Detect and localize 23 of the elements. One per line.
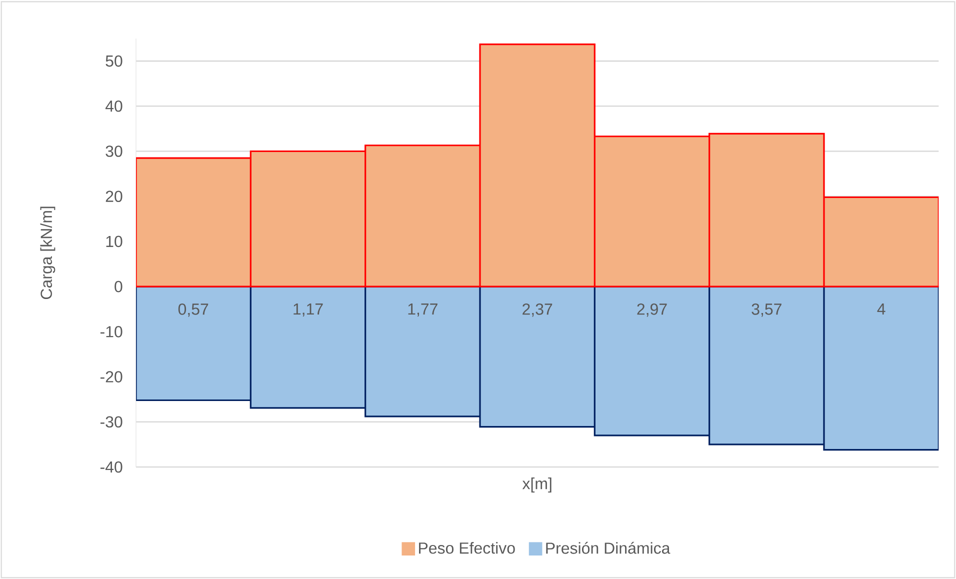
- x-tick-label: 0,57: [178, 304, 208, 317]
- legend-label: Presión Dinámica: [546, 542, 670, 554]
- x-tick-label: 1,17: [294, 304, 323, 317]
- x-tick-label: 3,57: [752, 304, 782, 317]
- x-axis-title: x[m]: [522, 478, 552, 492]
- y-axis-title: Carga [kN/m]: [40, 206, 56, 300]
- legend-label: Peso Efectivo: [419, 542, 515, 554]
- x-tick-label: 2,37: [522, 304, 552, 317]
- bar: [823, 196, 939, 288]
- y-tick-label: -20: [100, 371, 122, 382]
- y-tick-label: 30: [106, 146, 122, 157]
- x-tick-label: 1,77: [408, 304, 438, 317]
- y-tick-label: 10: [106, 236, 122, 248]
- y-tick-label: 40: [105, 100, 122, 112]
- y-tick-label: 0: [114, 280, 122, 292]
- x-tick-label: 4: [877, 304, 886, 315]
- y-tick-label: 50: [106, 55, 122, 67]
- x-tick-label: 2,97: [637, 304, 667, 317]
- y-tick-label: 20: [106, 190, 122, 202]
- y-tick-label: -30: [100, 416, 122, 428]
- y-tick-label: -10: [100, 326, 122, 338]
- bar: [823, 286, 939, 451]
- y-tick-label: -40: [100, 461, 122, 473]
